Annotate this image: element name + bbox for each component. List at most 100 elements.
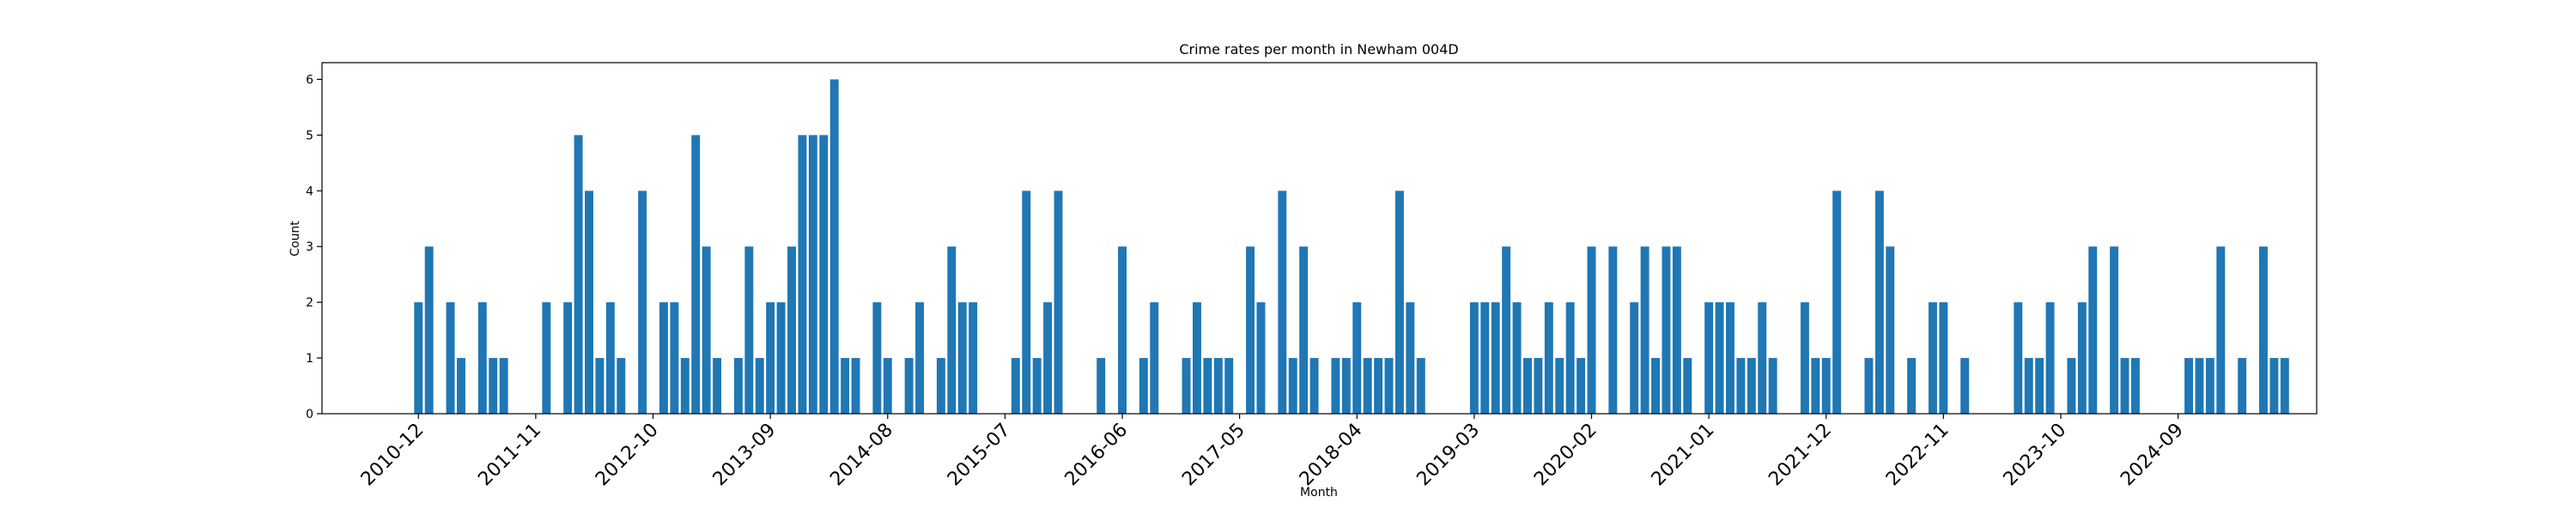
y-tick-label: 6 xyxy=(306,73,313,87)
bar xyxy=(1394,191,1404,414)
bar xyxy=(1374,358,1383,414)
bar xyxy=(2077,302,2087,414)
x-tick-label: 2016-06 xyxy=(1061,420,1133,491)
bar xyxy=(1608,246,1618,414)
bar xyxy=(2195,358,2204,414)
bar xyxy=(1416,358,1425,414)
bar xyxy=(2130,358,2140,414)
bar xyxy=(2110,246,2119,414)
bar xyxy=(680,358,690,414)
bar xyxy=(424,246,434,414)
x-tick-label: 2010-12 xyxy=(357,420,428,491)
bar xyxy=(1800,302,1809,414)
bar xyxy=(808,135,817,414)
bar xyxy=(1630,302,1639,414)
x-tick-label: 2018-04 xyxy=(1296,420,1367,491)
bar xyxy=(2184,358,2193,414)
y-tick-label: 5 xyxy=(306,129,313,142)
bar xyxy=(1331,358,1340,414)
bar xyxy=(659,302,668,414)
bar xyxy=(617,358,626,414)
bar xyxy=(1341,358,1351,414)
bar xyxy=(1864,358,1874,414)
bar xyxy=(1278,191,1287,414)
bar xyxy=(776,302,786,414)
bar xyxy=(744,246,754,414)
bar xyxy=(691,135,701,414)
bar xyxy=(595,358,605,414)
bar xyxy=(1139,358,1148,414)
bar xyxy=(2238,358,2247,414)
bar xyxy=(1406,302,1415,414)
bar xyxy=(2014,302,2023,414)
x-axis: 2010-12 2011-11 2012-10 2013-09 2014-08 2015-… xyxy=(357,414,2188,490)
x-tick-label: 2021-01 xyxy=(1648,420,1719,491)
bar xyxy=(1577,358,1586,414)
bar xyxy=(1213,358,1223,414)
bar xyxy=(2216,246,2226,414)
bar xyxy=(1928,302,1937,414)
bar xyxy=(2088,246,2098,414)
bar xyxy=(1097,358,1106,414)
bar xyxy=(457,358,465,414)
x-tick-label: 2011-11 xyxy=(474,420,545,491)
bar xyxy=(489,358,498,414)
bar xyxy=(1725,302,1735,414)
bar xyxy=(542,302,551,414)
bar xyxy=(670,302,679,414)
y-axis-label: Count xyxy=(289,221,302,257)
x-tick-label: 2014-08 xyxy=(826,420,897,491)
bar xyxy=(2280,358,2289,414)
bar xyxy=(1736,358,1746,414)
bar xyxy=(1886,246,1895,414)
bar xyxy=(1534,358,1543,414)
bar xyxy=(1299,246,1309,414)
bar xyxy=(1651,358,1660,414)
bar xyxy=(446,302,455,414)
bar xyxy=(1022,191,1031,414)
x-tick-label: 2012-10 xyxy=(592,420,663,491)
x-tick-label: 2020-02 xyxy=(1530,420,1601,491)
bars-group xyxy=(414,79,2289,414)
bar xyxy=(2120,358,2129,414)
bar xyxy=(1565,302,1575,414)
bar xyxy=(851,358,860,414)
bar xyxy=(2205,358,2215,414)
bar xyxy=(1491,302,1500,414)
chart-title: Crime rates per month in Newham 004D xyxy=(1179,41,1458,58)
bar xyxy=(1704,302,1714,414)
bar xyxy=(1203,358,1212,414)
bar xyxy=(829,79,839,414)
bar xyxy=(1811,358,1820,414)
bar xyxy=(1182,358,1191,414)
bar xyxy=(1747,358,1756,414)
bar xyxy=(787,246,796,414)
x-tick-label: 2015-07 xyxy=(944,420,1015,491)
bar xyxy=(969,302,978,414)
bar xyxy=(1715,302,1724,414)
bar xyxy=(1587,246,1596,414)
bar xyxy=(733,358,743,414)
bar xyxy=(1192,302,1201,414)
bar xyxy=(883,358,892,414)
x-tick-label: 2024-09 xyxy=(2117,420,2188,491)
bar xyxy=(1032,358,1042,414)
bar xyxy=(798,135,807,414)
bar xyxy=(1384,358,1394,414)
bar xyxy=(915,302,925,414)
y-axis: 0 1 2 3 4 5 6 xyxy=(306,73,322,421)
bar xyxy=(1150,302,1159,414)
bar xyxy=(1832,191,1842,414)
y-tick-label: 1 xyxy=(306,352,313,366)
bar xyxy=(819,135,829,414)
bar xyxy=(499,358,508,414)
x-tick-label: 2013-09 xyxy=(709,420,781,491)
bar xyxy=(1288,358,1297,414)
bar xyxy=(1662,246,1671,414)
bar xyxy=(1523,358,1532,414)
bar xyxy=(1512,302,1522,414)
bar xyxy=(936,358,945,414)
bar xyxy=(2045,302,2055,414)
bar xyxy=(1544,302,1553,414)
bar xyxy=(574,135,583,414)
